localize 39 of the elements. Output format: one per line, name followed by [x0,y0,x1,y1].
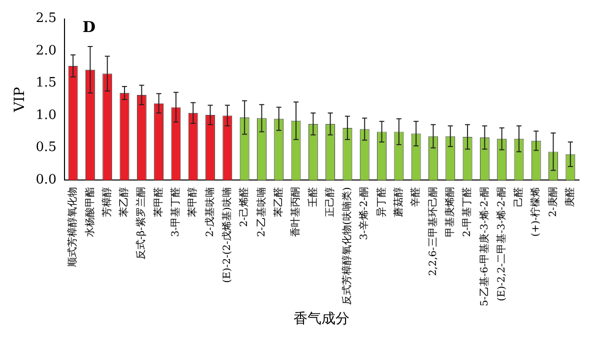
x-tick-label: 3-辛烯-2-酮 [358,187,370,240]
x-tick-label: 反式芳樟醇氧化物(呋喃类) [341,187,354,305]
y-tick-label: 2.0 [36,43,56,58]
x-tick-label: 蘑菇醇 [392,187,405,218]
x-tick-label: 水杨酸甲酯 [84,187,96,238]
x-tick-label: (E)-2,2-二甲基-3-烯-2-酮 [495,187,508,302]
x-tick-label: 苯乙醛 [272,187,284,218]
y-tick-label: 0.5 [36,140,56,156]
x-tick-label: 5-乙基-6-甲基庚-3-烯-2-酮 [478,187,490,306]
y-axis-title: VIP [12,86,28,113]
x-tick-label: 2-庚酮 [546,187,559,217]
x-tick-label: 2-己烯醛 [238,187,250,227]
x-tick-label: 2-甲基丁醛 [461,187,474,237]
x-tick-label: (E)-2-(2-戊烯基)呋喃 [221,187,233,283]
y-tick-label: 1.5 [36,76,56,91]
annotation: D [82,18,96,36]
x-tick-label: 庚醛 [564,187,576,208]
x-tick-label: 2-乙基呋喃 [255,187,268,237]
x-tick-label: 甲基庚烯酮 [444,187,456,238]
x-tick-label: 苯乙醇 [118,187,130,218]
x-tick-label: 己醛 [512,187,525,208]
x-tick-label: 顺式芳樟醇氧化物 [66,187,79,268]
x-tick-label: 异丁醛 [375,187,388,218]
x-tick-label: 苯甲醇 [186,187,199,218]
x-tick-label: 芳樟醇 [100,187,113,218]
y-tick-label: 1.0 [36,108,56,123]
x-tick-label: 香叶基丙酮 [290,187,302,238]
x-tick-label: 3-甲基丁醛 [170,187,182,237]
x-tick-label: 2,2,6-三甲基环己酮 [426,187,439,276]
x-tick-label: 壬醛 [306,187,319,208]
x-tick-label: 辛醛 [410,187,422,208]
y-tick-label: 0.0 [36,172,56,188]
x-tick-label: 正己醇 [324,187,336,218]
x-tick-label: 反式-β-紫罗兰酮 [135,187,148,260]
x-tick-label: 2-戊基呋喃 [204,187,216,237]
x-tick-label: 苯甲醛 [152,187,164,218]
y-tick-label: 2.5 [36,11,56,26]
x-tick-label: (+)-柠檬烯 [530,187,542,237]
x-axis-title: 香气成分 [294,311,350,328]
